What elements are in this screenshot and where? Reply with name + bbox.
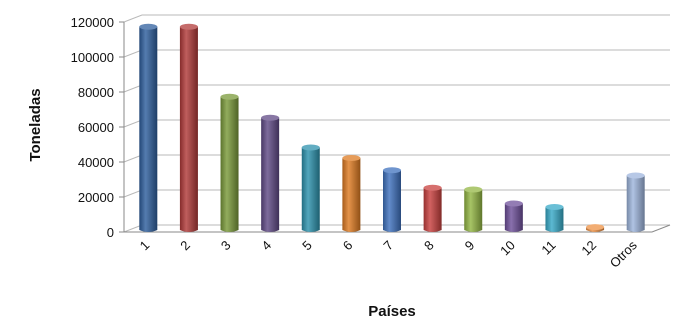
- axes: [119, 21, 671, 233]
- x-axis-title: Países: [368, 303, 416, 320]
- y-axis-title: Toneladas: [27, 88, 44, 161]
- bar-3: [220, 96, 239, 232]
- x-tick-label: 7: [380, 238, 396, 254]
- bar-top: [301, 144, 320, 151]
- bar-4: [261, 117, 280, 232]
- bar-top: [383, 167, 401, 174]
- bar-top: [626, 172, 645, 179]
- gridline: [123, 119, 670, 128]
- bar-6: [342, 158, 361, 232]
- x-tick-label: 1: [137, 238, 153, 254]
- x-tick-label: 8: [421, 238, 437, 254]
- bar-top: [261, 114, 280, 121]
- bar-9: [464, 189, 483, 232]
- x-tick-labels: 1 2 3 4 5 6 7 8 9 10 11 12 Otros: [137, 237, 640, 270]
- bar-top: [179, 23, 198, 30]
- bar-2: [179, 26, 198, 232]
- x-tick-label: 3: [218, 238, 234, 254]
- x-tick-label: 10: [497, 238, 518, 259]
- x-tick-label: Otros: [607, 237, 640, 270]
- gridline: [123, 49, 670, 58]
- bar-5: [301, 147, 320, 232]
- bar-top: [504, 200, 523, 207]
- y-tick-label: 20000: [78, 190, 114, 205]
- bar-10: [504, 203, 523, 232]
- x-tick-label: 5: [299, 238, 315, 254]
- bar-Otros: [626, 175, 645, 232]
- bar-1: [139, 26, 158, 232]
- bar-top: [342, 155, 361, 161]
- bar-top: [545, 204, 564, 210]
- x-tick-label: 6: [340, 238, 356, 254]
- bar-top: [423, 184, 442, 191]
- bar-top: [220, 93, 239, 100]
- y-tick-label: 0: [107, 225, 114, 240]
- y-tick-label: 120000: [71, 15, 114, 30]
- x-tick-label: 11: [538, 238, 558, 258]
- bar-top: [586, 224, 605, 231]
- x-tick-label: 9: [462, 238, 478, 254]
- y-tick-label: 60000: [78, 120, 114, 135]
- x-tick-label: 4: [259, 238, 275, 254]
- x-tick-label: 2: [177, 238, 193, 254]
- gridline: [123, 154, 670, 163]
- bar-8: [423, 187, 442, 232]
- bars: [139, 23, 645, 232]
- y-tick-label: 100000: [71, 50, 114, 65]
- bar-top: [464, 186, 483, 193]
- bar-top: [139, 23, 158, 30]
- y-tick-labels: 0 20000 40000 60000 80000 100000 120000: [71, 15, 114, 240]
- x-tick-label: 12: [578, 238, 599, 259]
- bar-11: [545, 207, 564, 232]
- x-axis-line: [124, 224, 671, 233]
- y-tick-label: 80000: [78, 85, 114, 100]
- gridline: [123, 14, 670, 23]
- bar-7: [383, 170, 401, 232]
- gridline: [123, 84, 670, 93]
- y-tick-label: 40000: [78, 155, 114, 170]
